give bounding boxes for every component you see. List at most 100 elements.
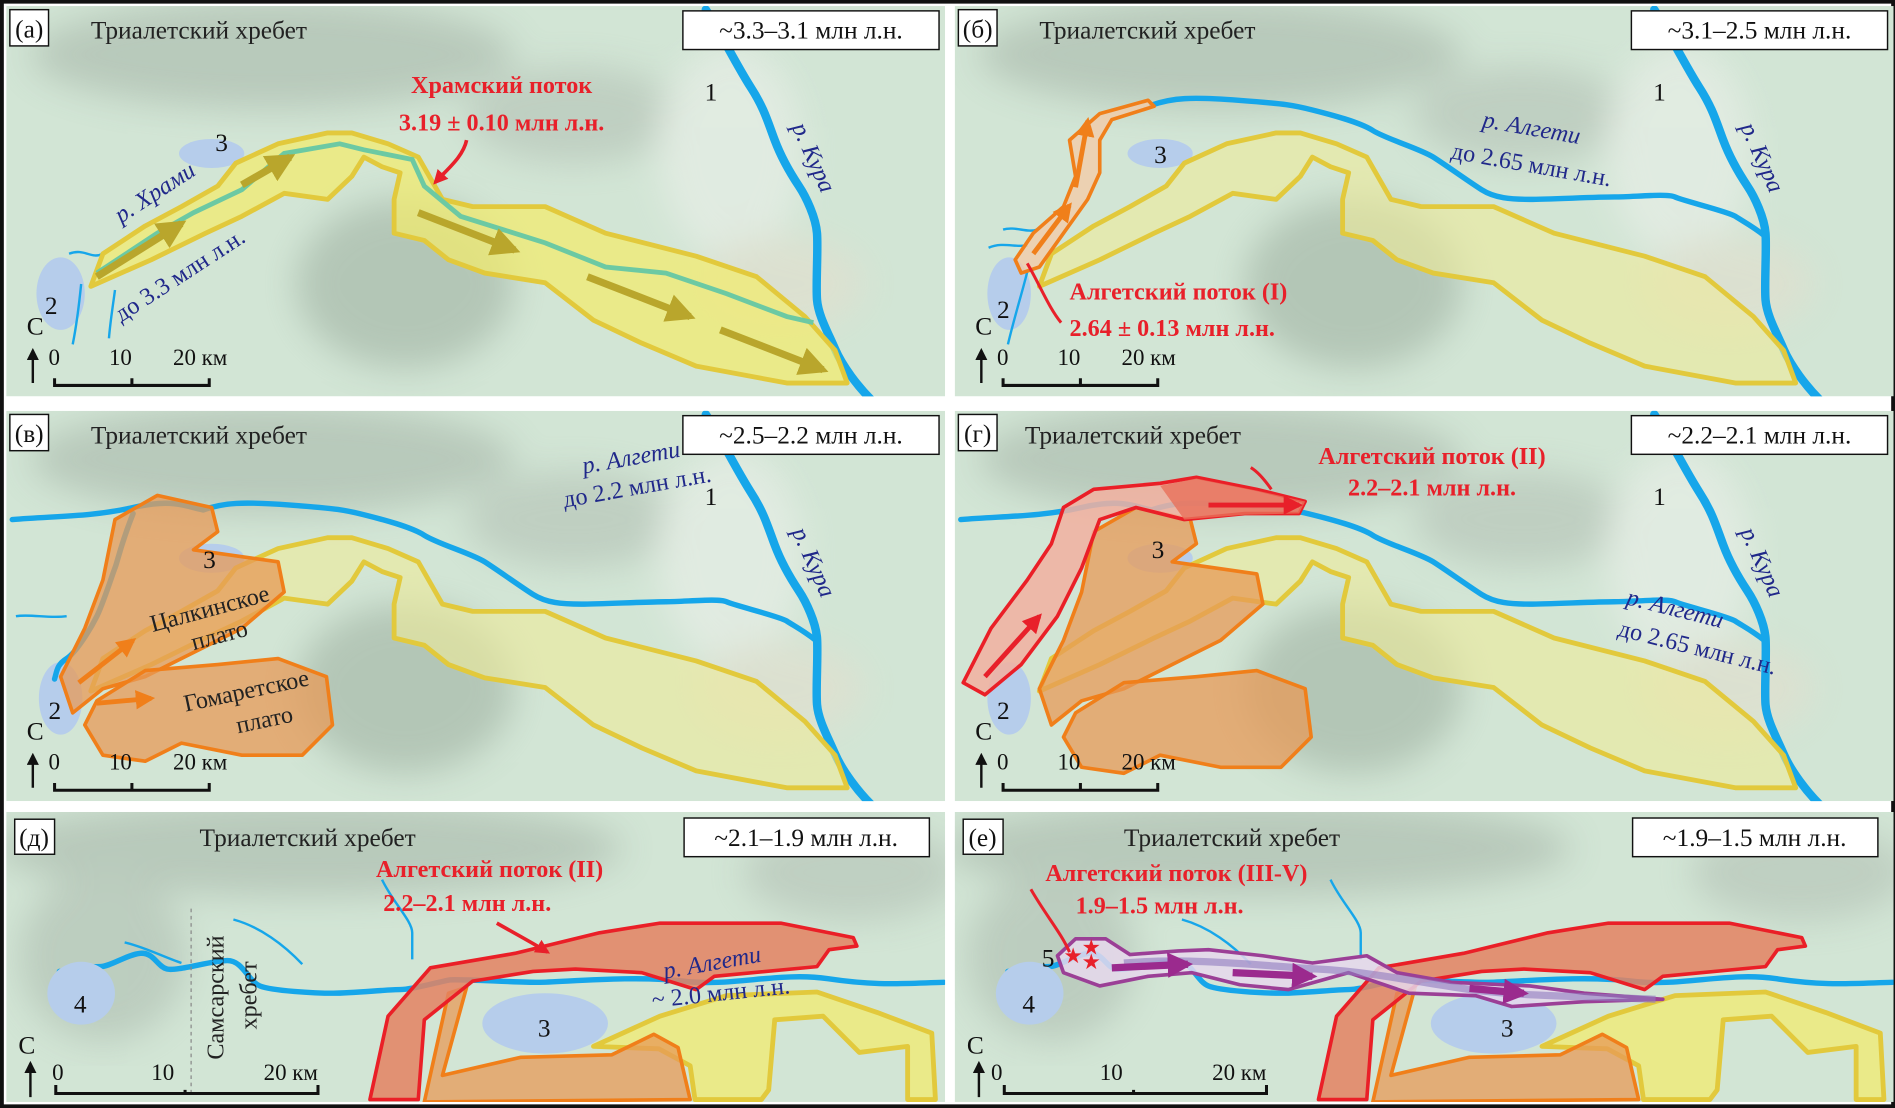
vent-stars: ★ ★ ★ — [1063, 936, 1101, 974]
place-2: 2 — [997, 296, 1010, 324]
ridge-label: Триалетский хребет — [200, 824, 416, 852]
flow-pointer-line — [1029, 888, 1071, 953]
flow-direction-arrows — [983, 495, 1303, 679]
flow-direction-arrows — [1031, 117, 1095, 256]
scale-tick-0: 0 — [991, 1060, 1002, 1085]
flow-age-label: 3.19 ± 0.10 млн л.н. — [399, 109, 604, 136]
ridge-label: Триалетский хребет — [1039, 17, 1255, 45]
flow-name-label: Алгетский поток (II) — [1318, 443, 1545, 470]
scale-tick-0: 0 — [52, 1060, 63, 1085]
place-1: 1 — [1653, 78, 1666, 106]
age-range: ~2.2–2.1 млн л.н. — [1668, 421, 1852, 449]
place-3: 3 — [215, 129, 228, 157]
scale-tick-10: 10 — [151, 1060, 174, 1085]
place-3: 3 — [203, 546, 216, 574]
north-arrow: С — [975, 717, 992, 788]
ridge-label: Триалетский хребет — [1124, 824, 1340, 852]
panel-a: (а) Триалетский хребет ~3.3–3.1 млн л.н.… — [6, 0, 945, 400]
place-4: 4 — [1022, 991, 1035, 1019]
panel-letter: (г) — [964, 420, 991, 448]
panel-v: (в) Триалетский хребет ~2.5–2.2 млн л.н.… — [6, 405, 945, 805]
flow-direction-arrows — [77, 638, 156, 710]
scale-bar: 0 10 20 км — [49, 345, 227, 387]
panel-d: (д) Триалетский хребет ~2.1–1.9 млн л.н.… — [0, 800, 961, 1102]
scale-tick-20: 20 км — [1121, 345, 1175, 370]
place-3: 3 — [538, 1015, 551, 1043]
scale-tick-20: 20 км — [173, 750, 227, 775]
scale-tick-20: 20 км — [173, 345, 227, 370]
flow-name-label: Алгетский поток (III-V) — [1045, 860, 1307, 887]
age-range: ~2.1–1.9 млн л.н. — [714, 824, 898, 852]
flow-age-label: 2.64 ± 0.13 млн л.н. — [1070, 315, 1275, 342]
samsar-ridge-label: Самсарский — [203, 935, 230, 1059]
flow-name-label: Алгетский поток (II) — [376, 856, 603, 883]
place-1: 1 — [1653, 483, 1666, 511]
scale-bar: 0 10 20 км — [991, 1060, 1268, 1096]
place-3: 3 — [1501, 1015, 1514, 1043]
age-range: ~1.9–1.5 млн л.н. — [1663, 824, 1847, 852]
flow-direction-arrows — [94, 153, 829, 375]
khrami-river-course — [95, 141, 814, 325]
north-label: С — [975, 717, 992, 745]
age-range: ~3.1–2.5 млн л.н. — [1668, 17, 1852, 45]
star-icon: ★ — [1082, 936, 1102, 960]
flow-direction-arrows — [1111, 952, 1529, 1005]
panel-letter: (е) — [968, 824, 996, 852]
panel-letter: (д) — [19, 824, 49, 852]
flow-age-label: 1.9–1.5 млн л.н. — [1076, 892, 1244, 919]
panel-letter: (в) — [15, 420, 44, 448]
scale-tick-20: 20 км — [1121, 750, 1175, 775]
flow-name-label: Алгетский поток (I) — [1070, 279, 1288, 306]
flow-pointer-arrow — [433, 139, 469, 185]
scale-tick-0: 0 — [49, 345, 60, 370]
place-1: 1 — [705, 483, 718, 511]
star-icon: ★ — [1082, 950, 1102, 974]
scale-tick-10: 10 — [109, 345, 132, 370]
place-3: 3 — [1154, 141, 1167, 169]
north-arrow: С — [967, 1032, 985, 1098]
place-4: 4 — [74, 991, 87, 1019]
flow-age-label: 2.2–2.1 млн л.н. — [383, 890, 551, 917]
panel-g: (г) Триалетский хребет ~2.2–2.1 млн л.н.… — [955, 405, 1894, 805]
place-2: 2 — [45, 292, 58, 320]
scale-bar: 0 10 20 км — [997, 750, 1176, 792]
scale-tick-0: 0 — [49, 750, 60, 775]
north-label: С — [975, 313, 992, 341]
panel-letter: (а) — [15, 15, 43, 43]
lake-3 — [179, 138, 245, 168]
scale-tick-20: 20 км — [264, 1060, 318, 1085]
scale-bar: 0 10 20 км — [997, 345, 1176, 387]
panel-letter: (б) — [963, 15, 993, 43]
flow-pointer-arrow — [495, 921, 551, 954]
scale-tick-10: 10 — [109, 750, 132, 775]
place-2: 2 — [49, 697, 62, 725]
ridge-label: Триалетский хребет — [91, 421, 307, 449]
age-range: ~2.5–2.2 млн л.н. — [719, 421, 903, 449]
north-label: С — [967, 1032, 984, 1060]
scale-tick-10: 10 — [1057, 345, 1080, 370]
star-icon: ★ — [1063, 944, 1083, 968]
north-arrow: С — [26, 313, 44, 384]
flow-name-label: Храмский поток — [411, 72, 592, 99]
scale-bar: 0 10 20 км — [52, 1060, 320, 1096]
place-2: 2 — [997, 697, 1010, 725]
flow-age-label: 2.2–2.1 млн л.н. — [1348, 474, 1516, 501]
north-arrow: С — [975, 313, 992, 384]
scale-tick-0: 0 — [997, 750, 1008, 775]
north-label: С — [27, 313, 44, 341]
samsar-ridge-label-2: хребет — [235, 961, 262, 1030]
scale-tick-10: 10 — [1057, 750, 1080, 775]
panel-b: (б) Триалетский хребет ~3.1–2.5 млн л.н.… — [955, 0, 1894, 400]
north-label: С — [27, 717, 44, 745]
place-1: 1 — [705, 78, 718, 106]
place-5: 5 — [1042, 945, 1055, 973]
lake-2 — [36, 257, 85, 330]
place-3: 3 — [1152, 536, 1165, 564]
panel-e: ★ ★ ★ (е) Триалетский хребет ~1.9–1.5 мл… — [943, 800, 1895, 1102]
ridge-label: Триалетский хребет — [1025, 421, 1241, 449]
north-arrow: С — [26, 717, 44, 788]
north-label: С — [18, 1032, 35, 1060]
scale-tick-20: 20 км — [1212, 1060, 1266, 1085]
scale-tick-0: 0 — [997, 345, 1008, 370]
